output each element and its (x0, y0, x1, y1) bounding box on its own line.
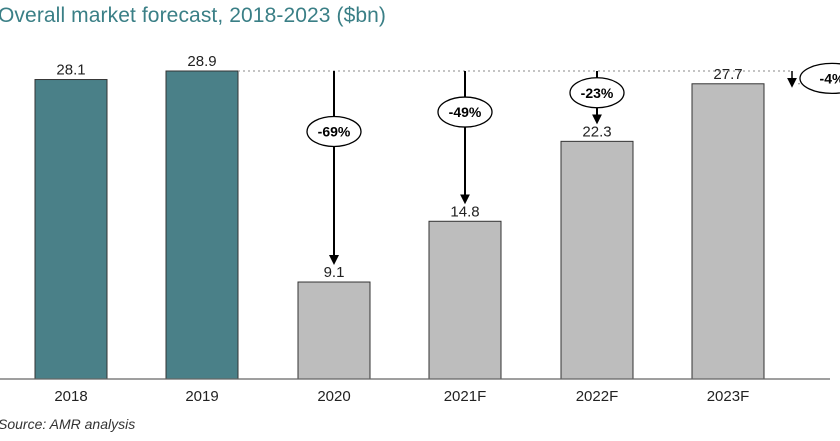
value-label-2023F: 27.7 (713, 66, 742, 83)
annotation-oval-2022F (569, 77, 625, 109)
x-tick-2018: 2018 (54, 388, 87, 405)
x-tick-2019: 2019 (185, 388, 218, 405)
bar-2022F (560, 140, 634, 380)
chart-title: Overall market forecast, 2018-2023 ($bn) (0, 4, 387, 27)
annotation-label-2021F: -49% (449, 104, 482, 120)
annotation-oval-2020 (306, 115, 362, 148)
annotation-label-2023F: -4% (820, 70, 840, 86)
bar-2021F (428, 220, 502, 380)
value-label-2018: 28.1 (56, 62, 85, 79)
value-label-2022F: 22.3 (582, 123, 611, 140)
x-tick-2020: 2020 (317, 388, 350, 405)
bar-2023F (691, 83, 765, 380)
annotation-oval-2023F (799, 62, 840, 95)
value-label-2020: 9.1 (324, 264, 345, 281)
annotation-oval-2021F (437, 96, 493, 128)
bar-2018 (34, 79, 108, 380)
bar-2019 (165, 70, 239, 380)
x-tick-2021F: 2021F (444, 388, 487, 405)
annotation-label-2022F: -23% (581, 85, 614, 101)
annotation-label-2020: -69% (318, 123, 351, 139)
x-tick-2023F: 2023F (707, 388, 750, 405)
value-label-2021F: 14.8 (450, 203, 479, 220)
source-note: Source: AMR analysis (0, 416, 136, 432)
bar-2020 (297, 281, 371, 380)
x-tick-2022F: 2022F (576, 388, 619, 405)
value-label-2019: 28.9 (187, 53, 216, 70)
